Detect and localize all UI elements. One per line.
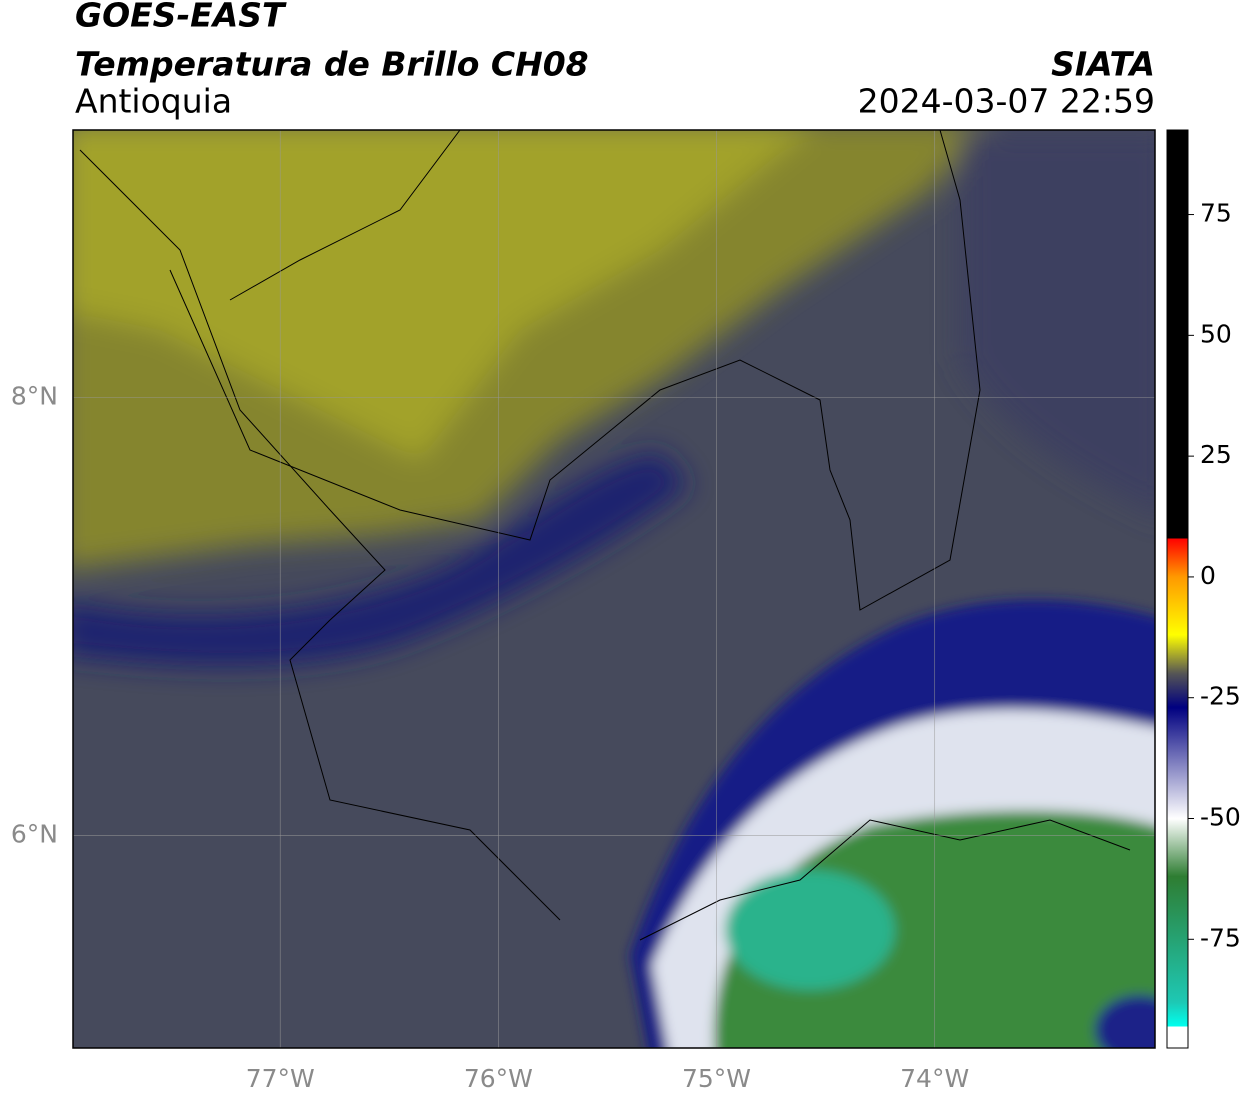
x-tick-label: 77°W	[246, 1064, 315, 1093]
map-image	[73, 130, 1155, 1048]
subtitle: Temperatura de Brillo CH08	[75, 45, 589, 84]
colorbar-tick-label: -75	[1200, 923, 1241, 952]
colorbar	[1166, 129, 1189, 1049]
x-tick-label: 74°W	[900, 1064, 969, 1093]
colorbar-tick-label: 25	[1200, 440, 1232, 469]
colorbar-tick-label: 50	[1200, 319, 1232, 348]
colorbar-tick-label: 0	[1200, 561, 1216, 590]
border-line	[169, 130, 981, 611]
region: Antioquia	[75, 82, 232, 121]
border-line	[639, 819, 1131, 941]
y-tick-label: 8°N	[11, 381, 58, 410]
colorbar-tick-label: -50	[1200, 803, 1241, 832]
map-frame	[72, 129, 1156, 1049]
border-line	[79, 149, 561, 921]
colorbar-tick-label: 75	[1200, 199, 1232, 228]
datetime: 2024-03-07 22:59	[858, 82, 1155, 121]
y-tick-label: 6°N	[11, 819, 58, 848]
x-tick-label: 76°W	[464, 1064, 533, 1093]
title: GOES-EAST	[75, 0, 287, 35]
coast-line	[229, 130, 461, 301]
x-tick-label: 75°W	[682, 1064, 751, 1093]
source: SIATA	[1051, 45, 1155, 84]
colorbar-tick-label: -25	[1200, 682, 1241, 711]
